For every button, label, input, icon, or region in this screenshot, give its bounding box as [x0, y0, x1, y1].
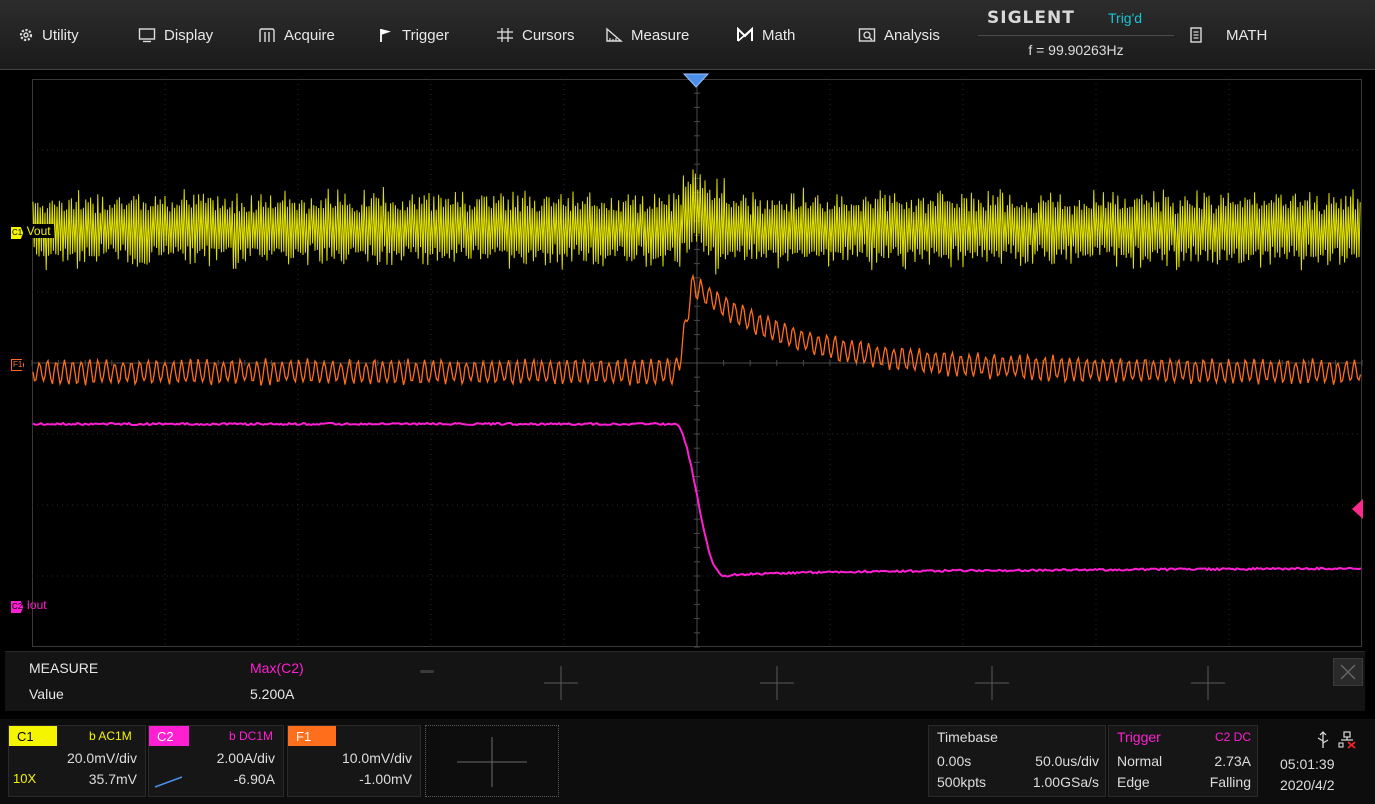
monitor-icon: [138, 28, 156, 43]
c1-scale: 20.0mV/div: [66, 750, 137, 766]
c2-marker-tag: C2: [11, 601, 24, 613]
c1-marker[interactable]: C1 Vout: [8, 224, 54, 239]
menu-trigger-label: Trigger: [402, 26, 449, 44]
c1-info-box[interactable]: C1 b AC1M 20.0mV/div 10X 35.7mV: [8, 725, 146, 797]
measure-item-value: 5.200A: [250, 686, 295, 702]
menu-acquire-label: Acquire: [284, 26, 335, 44]
menu-trigger[interactable]: Trigger: [378, 0, 449, 70]
menu-display[interactable]: Display: [138, 0, 213, 70]
math-quick-button[interactable]: MATH: [1188, 0, 1267, 70]
f1-name: F1: [288, 726, 336, 746]
c2-marker[interactable]: C2 Iout: [8, 598, 50, 613]
measure-title: MEASURE: [29, 660, 99, 676]
math-icon: [737, 27, 753, 42]
f1-marker-tag: F1: [11, 359, 25, 371]
usb-icon: [1317, 731, 1329, 748]
menu-analysis-label: Analysis: [884, 26, 940, 44]
status-bar: C1 b AC1M 20.0mV/div 10X 35.7mV C2 b DC1…: [0, 719, 1375, 804]
add-channel-slot[interactable]: [425, 725, 559, 797]
frequency-counter: f = 99.90263Hz: [978, 35, 1174, 63]
c1-marker-tag: C1: [11, 227, 24, 239]
f1-info-box[interactable]: F1 10.0mV/div -1.00mV: [287, 725, 421, 797]
analysis-icon: [858, 28, 876, 42]
waveform-display[interactable]: C1 Vout F1 C2 Iout: [0, 71, 1375, 649]
menu-measure-label: Measure: [631, 26, 690, 44]
menu-bar: Utility Display Acquire Trigger Cursors …: [0, 0, 1375, 70]
trigger-slope: Falling: [1209, 774, 1251, 790]
clock-date: 2020/4/2: [1280, 777, 1335, 793]
menu-acquire[interactable]: Acquire: [258, 0, 335, 70]
add-measure-slot-1[interactable]: [544, 666, 578, 700]
menu-math-label: Math: [762, 26, 796, 44]
plus-icon: [457, 737, 527, 787]
add-measure-slot-2[interactable]: [760, 666, 794, 700]
network-disconnected-icon: [1338, 731, 1356, 749]
timebase-title: Timebase: [937, 729, 998, 745]
timebase-scale: 50.0us/div: [1035, 753, 1099, 769]
f1-offset: -1.00mV: [359, 771, 412, 787]
f1-scale: 10.0mV/div: [341, 750, 412, 766]
measure-panel: MEASURE Value Max(C2) 5.200A: [5, 651, 1365, 711]
c2-scale: 2.00A/div: [216, 750, 275, 766]
brand-panel: SIGLENT Trig'd f = 99.90263Hz: [978, 4, 1174, 66]
trigger-level: 2.73A: [1214, 753, 1251, 769]
trigger-mode: Normal: [1117, 753, 1163, 769]
menu-display-label: Display: [164, 26, 214, 44]
c1-offset: 35.7mV: [88, 771, 137, 787]
trigger-title: Trigger: [1117, 729, 1161, 745]
system-tray: 05:01:39 2020/4/2: [1262, 725, 1368, 797]
add-measure-slot-4[interactable]: [1191, 666, 1225, 700]
c1-probe: 10X: [13, 771, 37, 786]
timebase-box[interactable]: Timebase 0.00s 50.0us/div 500kpts 1.00GS…: [928, 725, 1106, 797]
c1-coupling: b AC1M: [89, 729, 132, 743]
waveforms: [32, 169, 1362, 578]
c2-offset: -6.90A: [233, 771, 275, 787]
c2-name: C2: [149, 726, 189, 746]
document-icon: [1190, 27, 1202, 43]
c2-coupling: b DC1M: [229, 729, 274, 743]
siglent-logo: SIGLENT: [987, 8, 1075, 28]
menu-cursors[interactable]: Cursors: [496, 0, 575, 70]
menu-utility[interactable]: Utility: [18, 0, 79, 70]
gear-icon: [19, 28, 33, 42]
c2-label: Iout: [26, 598, 47, 612]
flag-icon: [380, 29, 391, 42]
measure-value-label: Value: [29, 686, 64, 702]
menu-analysis[interactable]: Analysis: [858, 0, 940, 70]
close-icon[interactable]: [1333, 658, 1363, 686]
trigger-type: Edge: [1117, 774, 1150, 790]
menu-utility-label: Utility: [42, 26, 79, 44]
sample-rate: 1.00GSa/s: [1032, 774, 1099, 790]
menu-measure[interactable]: Measure: [605, 0, 689, 70]
trigger-source: C2 DC: [1214, 730, 1251, 744]
clock-time: 05:01:39: [1280, 756, 1335, 772]
add-measure-slot-3[interactable]: [975, 666, 1009, 700]
c2-info-box[interactable]: C2 b DC1M 2.00A/div -6.90A: [148, 725, 284, 797]
trigger-status: Trig'd: [1108, 10, 1143, 26]
timebase-delay: 0.00s: [937, 753, 972, 769]
trigger-box[interactable]: Trigger C2 DC Normal 2.73A Edge Falling: [1108, 725, 1258, 797]
memory-depth: 500kpts: [937, 774, 987, 790]
math-quick-label: MATH: [1226, 26, 1268, 44]
menu-math[interactable]: Math: [736, 0, 795, 70]
cursors-icon: [497, 28, 513, 42]
acquire-icon: [259, 28, 275, 42]
c1-name: C1: [9, 726, 57, 746]
trigger-level-marker[interactable]: [1350, 499, 1364, 519]
menu-cursors-label: Cursors: [522, 26, 575, 44]
measure-collapse-handle[interactable]: [420, 670, 434, 673]
c1-label: Vout: [26, 224, 51, 238]
c2-bandwidth-icon: [154, 776, 183, 788]
measure-item-name[interactable]: Max(C2): [250, 660, 304, 676]
f1-marker[interactable]: F1: [8, 356, 27, 371]
trigger-position-marker[interactable]: [683, 73, 709, 89]
ruler-icon: [606, 27, 623, 42]
